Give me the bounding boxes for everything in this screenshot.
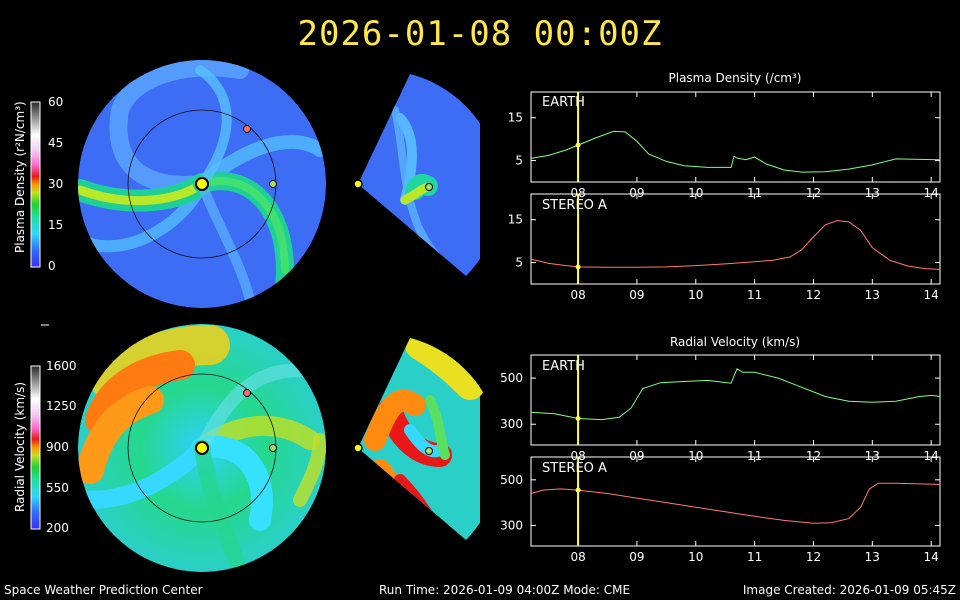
velocity-tick: 900: [46, 440, 69, 454]
y-tick-label: 5: [515, 256, 523, 270]
x-tick-label: 09: [629, 449, 644, 463]
stereo-a-marker-velocity: [243, 389, 251, 397]
y-tick-label: 300: [500, 518, 523, 532]
panel-name-stereo-density: STEREO A: [542, 198, 607, 213]
x-tick-label: 12: [806, 449, 821, 463]
x-tick-label: 08: [570, 449, 585, 463]
x-tick-label: 08: [570, 288, 585, 302]
velocity-earth-frame: [530, 354, 941, 446]
density-stereo-a-series-line: [530, 220, 941, 270]
x-tick-label: 09: [629, 550, 644, 564]
panel-name-earth-velocity: EARTH: [542, 359, 585, 374]
x-tick-label: 13: [865, 550, 880, 564]
density-tick: 45: [48, 136, 64, 150]
x-tick-label: 11: [747, 449, 762, 463]
earth-marker: [269, 180, 277, 188]
earth-marker-velocity-meridional: [425, 447, 433, 455]
velocity-tick: 550: [46, 481, 69, 495]
x-tick-label: 14: [924, 449, 939, 463]
velocity-colorbar: [30, 365, 41, 530]
x-tick-label: 12: [806, 288, 821, 302]
density-tick: 60: [48, 95, 64, 109]
stereo-a-marker: [243, 125, 251, 133]
current-time-point: [575, 415, 581, 421]
x-tick-label: 10: [688, 550, 703, 564]
timestamp-title: 2026-01-08 00:00Z: [297, 14, 663, 54]
earth-marker-velocity: [269, 444, 277, 452]
footer-run-info: Run Time: 2026-01-09 04:00Z Mode: CME: [379, 583, 631, 597]
x-tick-label: 09: [629, 186, 644, 200]
y-tick-label: 500: [500, 371, 523, 385]
y-tick-label: 500: [500, 473, 523, 487]
panel-name-earth-density: EARTH: [542, 95, 585, 110]
velocity-meridional-map: [358, 338, 485, 540]
footer-image-created: Image Created: 2026-01-09 05:45Z: [742, 583, 956, 597]
velocity-earth-panel: 300 500 08 09 10 11 12 13 14: [500, 354, 941, 463]
velocity-tick: 200: [46, 521, 69, 535]
velocity-stereo-a-frame: [530, 456, 941, 547]
x-tick-label: 12: [806, 550, 821, 564]
current-time-point: [575, 487, 581, 493]
x-tick-label: 13: [865, 449, 880, 463]
velocity-tick: 1600: [46, 359, 77, 373]
density-stereo-a-frame: [530, 193, 941, 285]
x-tick-label: 08: [570, 186, 585, 200]
y-tick-label: 15: [508, 213, 523, 227]
density-tick: 0: [48, 259, 56, 273]
x-tick-label: 12: [806, 186, 821, 200]
x-tick-label: 13: [865, 288, 880, 302]
earth-marker-meridional: [425, 183, 433, 191]
x-tick-label: 11: [747, 186, 762, 200]
velocity-colorbar-label: Radial Velocity (km/s): [13, 381, 27, 513]
current-time-point: [575, 142, 581, 148]
x-tick-label: 08: [570, 550, 585, 564]
y-tick-label: 15: [508, 111, 523, 125]
x-tick-label: 11: [747, 550, 762, 564]
velocity-ecliptic-map: [78, 324, 326, 572]
sun-marker-velocity-meridional: [353, 443, 363, 453]
density-panel-title: Plasma Density (/cm³): [668, 71, 802, 85]
velocity-earth-series-line: [530, 368, 941, 421]
density-tick: 30: [48, 177, 64, 191]
sun-marker: [195, 177, 209, 191]
velocity-tick: 1250: [46, 399, 77, 413]
x-tick-label: 14: [924, 550, 939, 564]
density-colorbar-label: Plasma Density (r²N/cm³): [13, 101, 27, 253]
velocity-stereo-a-series-line: [530, 482, 941, 524]
sun-marker-meridional: [353, 179, 363, 189]
density-earth-frame: [530, 91, 941, 183]
density-stereo-a-panel: 5 15 08 09 10 11 12 13 14: [508, 193, 941, 302]
density-colorbar: [30, 101, 41, 268]
x-tick-label: 11: [747, 288, 762, 302]
x-tick-label: 14: [924, 288, 939, 302]
current-time-point: [575, 264, 581, 270]
sun-marker-velocity: [195, 441, 209, 455]
footer-organization: Space Weather Prediction Center: [4, 583, 203, 597]
density-meridional-map: [358, 74, 480, 276]
density-earth-series-line: [530, 130, 941, 173]
x-tick-label: 14: [924, 186, 939, 200]
x-tick-label: 10: [688, 288, 703, 302]
velocity-panel-title: Radial Velocity (km/s): [669, 335, 801, 349]
panel-name-stereo-velocity: STEREO A: [542, 461, 607, 476]
y-tick-label: 300: [500, 417, 523, 431]
x-tick-label: 13: [865, 186, 880, 200]
x-tick-label: 09: [629, 288, 644, 302]
velocity-stereo-a-panel: 300 500 08 09 10 11 12 13 14: [500, 456, 941, 564]
x-tick-label: 10: [688, 186, 703, 200]
x-tick-label: 10: [688, 449, 703, 463]
y-tick-label: 5: [515, 154, 523, 168]
density-earth-panel: 5 15 08 09 10 11 12 13 14: [508, 91, 941, 200]
density-tick: 15: [48, 218, 64, 232]
